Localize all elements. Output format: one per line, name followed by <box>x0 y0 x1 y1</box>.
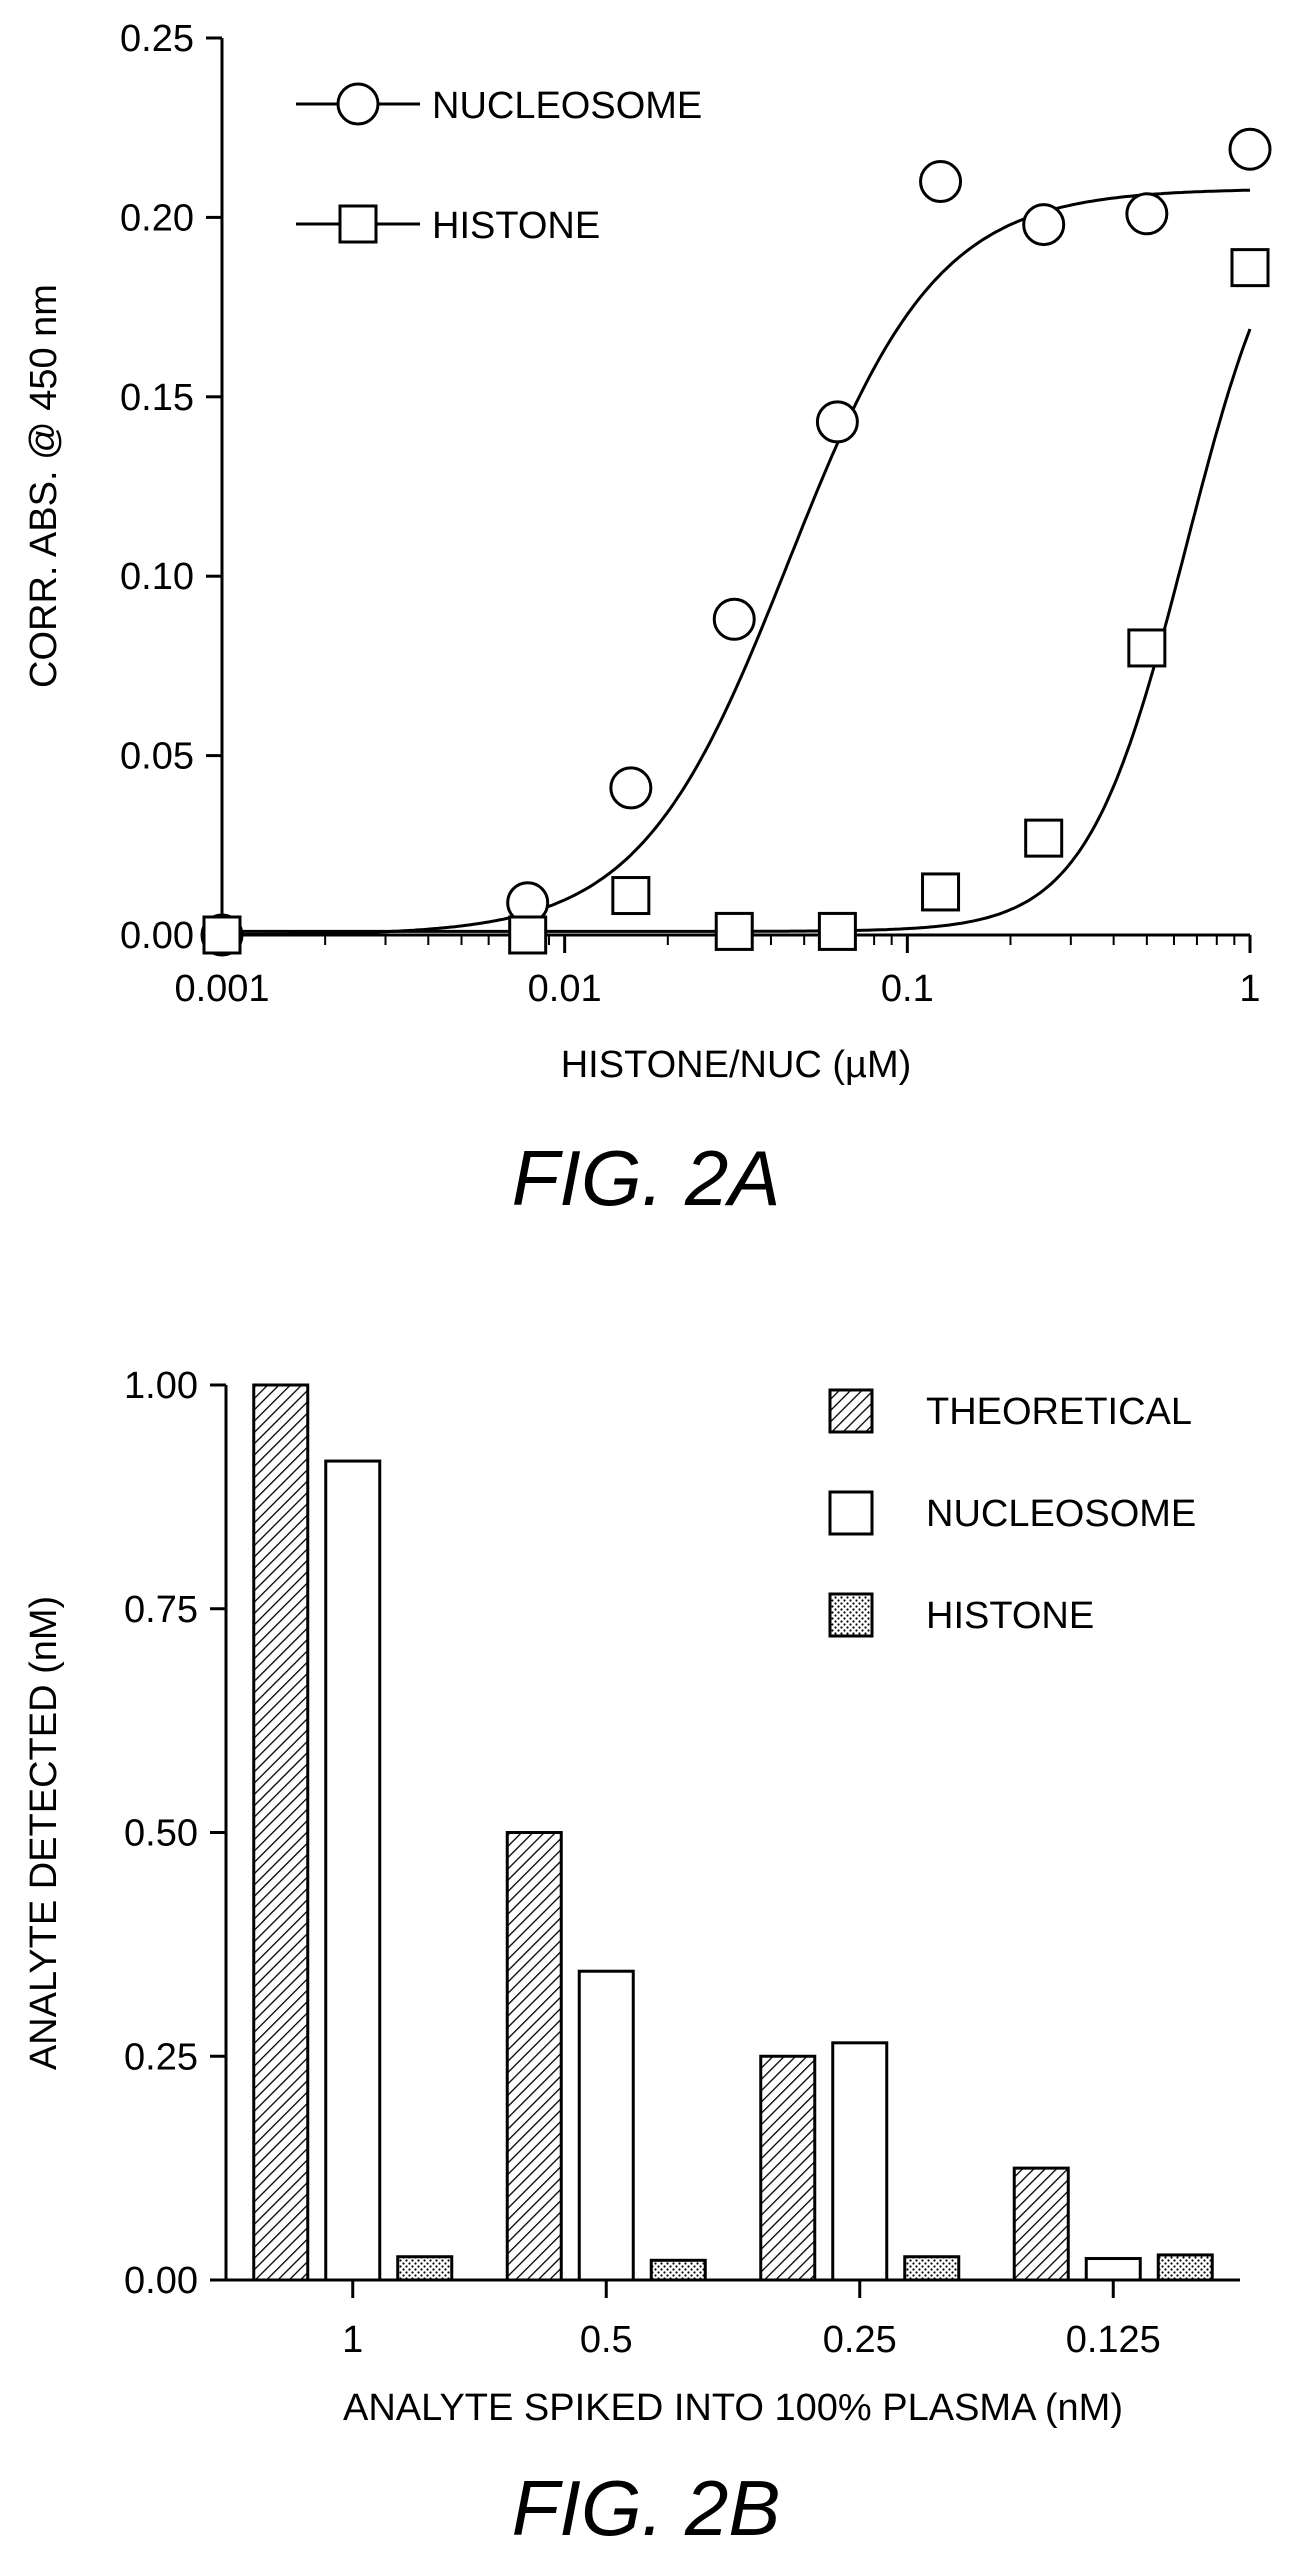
legend-label: NUCLEOSOME <box>432 85 702 127</box>
point-histone <box>611 876 651 916</box>
y-tick-label: 0.05 <box>120 736 194 778</box>
x-tick-label: 1 <box>342 2319 363 2361</box>
legend-item-nucleosome: NUCLEOSOME <box>296 82 702 127</box>
bar-histone <box>903 2255 961 2282</box>
axes <box>220 38 1250 937</box>
legend: NUCLEOSOME HISTONE <box>296 82 702 247</box>
bar-theoretical <box>1012 2166 1070 2282</box>
legend-label: THEORETICAL <box>926 1391 1192 1433</box>
legend-label: HISTONE <box>926 1595 1094 1637</box>
y-tick-label: 0.20 <box>120 197 194 239</box>
x-tick-label: 0.1 <box>881 968 934 1010</box>
fit-curves <box>222 188 1252 937</box>
point-histone <box>508 915 548 955</box>
y-tick-label: 0.50 <box>124 1813 198 1855</box>
y-ticks: 0.00 0.05 0.10 0.15 0.20 0.25 <box>120 18 222 957</box>
legend-item-nucleosome: NUCLEOSOME <box>828 1490 1196 1536</box>
point-histone <box>714 911 754 951</box>
bar-nucleosome <box>577 1969 635 2282</box>
y-tick-label: 0.25 <box>120 18 194 60</box>
y-axis-label: ANALYTE DETECTED (nM) <box>23 1596 65 2070</box>
bar-nucleosome <box>1084 2257 1142 2282</box>
legend-swatch-dots <box>828 1592 874 1638</box>
legend-swatch-hatch <box>828 1388 874 1434</box>
point-nucleosome <box>609 766 653 810</box>
point-histone <box>1024 818 1064 858</box>
chart-2a: 0.00 0.05 0.10 0.15 0.20 0.25 0.001 0.01 0.1 1 C… <box>23 18 1272 1222</box>
bar-histone <box>396 2255 454 2282</box>
bar-nucleosome <box>831 2041 889 2282</box>
legend-swatch-white <box>828 1490 874 1536</box>
x-tick-label: 1 <box>1239 968 1260 1010</box>
point-nucleosome <box>1022 203 1066 247</box>
legend-item-theoretical: THEORETICAL <box>828 1388 1192 1434</box>
x-tick-label: 0.25 <box>823 2319 897 2361</box>
legend-item-histone: HISTONE <box>296 204 600 247</box>
point-histone <box>921 872 961 912</box>
x-tick-label: 0.125 <box>1066 2319 1161 2361</box>
x-axis-label: HISTONE/NUC (µM) <box>561 1044 912 1086</box>
bar-theoretical <box>505 1831 563 2282</box>
y-ticks: 0.00 0.25 0.50 0.75 1.00 <box>124 1365 226 2302</box>
point-nucleosome <box>1228 127 1272 171</box>
chart-2b: 0.00 0.25 0.50 0.75 1.00 1 0.5 0.25 0.125 ANALY… <box>23 1365 1240 2552</box>
bars <box>252 1383 1214 2282</box>
point-histone <box>1230 248 1270 288</box>
bar-theoretical <box>759 2054 817 2282</box>
x-tick-label: 0.5 <box>580 2319 633 2361</box>
x-axis-label: ANALYTE SPIKED INTO 100% PLASMA (nM) <box>343 2387 1123 2429</box>
y-tick-label: 0.75 <box>124 1589 198 1631</box>
legend-label: NUCLEOSOME <box>926 1493 1196 1535</box>
bar-histone <box>1156 2253 1214 2282</box>
legend-circle-marker <box>336 82 380 126</box>
point-nucleosome <box>815 400 859 444</box>
x-ticks: 1 0.5 0.25 0.125 <box>342 2280 1161 2361</box>
bar-theoretical <box>252 1383 310 2282</box>
legend-item-histone: HISTONE <box>828 1592 1094 1638</box>
y-tick-label: 0.00 <box>120 915 194 957</box>
bar-nucleosome <box>324 1459 382 2282</box>
legend: THEORETICAL NUCLEOSOME HISTONE <box>828 1388 1196 1638</box>
y-tick-label: 0.10 <box>120 556 194 598</box>
point-histone <box>817 911 857 951</box>
y-tick-label: 0.00 <box>124 2260 198 2302</box>
y-tick-label: 1.00 <box>124 1365 198 1407</box>
figure-caption: FIG. 2B <box>512 2464 781 2552</box>
x-tick-label: 0.01 <box>528 968 602 1010</box>
y-axis-label: CORR. ABS. @ 450 nm <box>23 284 65 688</box>
point-histone <box>1127 628 1167 668</box>
point-nucleosome <box>1125 192 1169 236</box>
point-nucleosome <box>919 160 963 204</box>
x-ticks: 0.001 0.01 0.1 1 <box>174 935 1261 1010</box>
legend-square-marker <box>338 204 378 244</box>
bar-histone <box>649 2258 707 2282</box>
point-nucleosome <box>712 597 756 641</box>
point-histone <box>202 915 242 955</box>
legend-label: HISTONE <box>432 205 600 247</box>
y-tick-label: 0.15 <box>120 377 194 419</box>
y-tick-label: 0.25 <box>124 2036 198 2078</box>
figure-caption: FIG. 2A <box>512 1134 781 1222</box>
x-tick-label: 0.001 <box>174 968 269 1010</box>
data-points <box>200 127 1272 957</box>
